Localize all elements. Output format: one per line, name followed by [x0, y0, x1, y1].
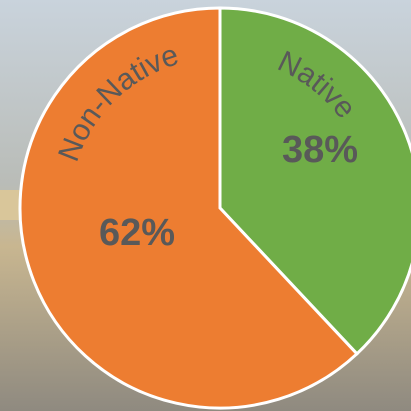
- value-label: 38%: [282, 129, 358, 171]
- value-label: 62%: [99, 212, 175, 254]
- pie-slice: [18, 6, 360, 410]
- pie-slice: [218, 6, 411, 356]
